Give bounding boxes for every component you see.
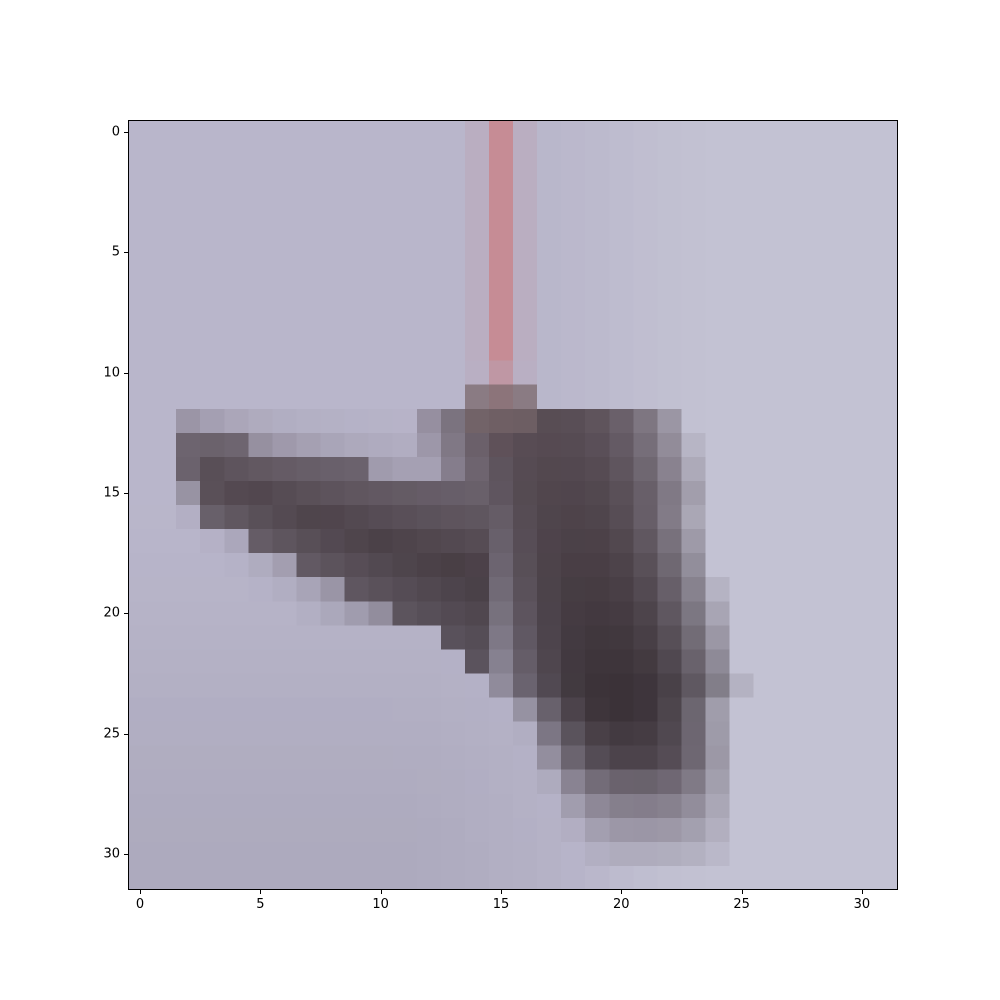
- y-tick-mark: [124, 853, 128, 855]
- x-tick-label: 10: [372, 897, 389, 912]
- y-tick-mark: [124, 372, 128, 374]
- y-tick-mark: [124, 252, 128, 254]
- x-tick-label: 0: [135, 897, 145, 912]
- x-tick-label: 30: [853, 897, 871, 912]
- y-tick-label: 25: [103, 726, 120, 742]
- y-tick-label: 20: [103, 605, 120, 621]
- y-tick-mark: [124, 733, 128, 735]
- x-tick-mark: [260, 890, 262, 894]
- x-tick-mark: [380, 890, 382, 894]
- x-tick-label: 20: [613, 897, 630, 912]
- x-tick-mark: [140, 890, 142, 894]
- x-tick-label: 25: [733, 897, 750, 912]
- x-tick-mark: [500, 890, 502, 894]
- x-tick-label: 5: [256, 897, 265, 912]
- y-tick-label: 30: [103, 846, 120, 862]
- image-plot: [128, 120, 898, 890]
- x-tick-mark: [621, 890, 623, 894]
- y-tick-label: 5: [111, 244, 120, 260]
- y-tick-mark: [124, 492, 128, 494]
- y-tick-label: 10: [103, 365, 120, 381]
- x-tick-mark: [861, 890, 863, 894]
- y-tick-label: 0: [111, 124, 120, 140]
- y-tick-mark: [124, 613, 128, 615]
- x-tick-label: 15: [492, 897, 510, 912]
- y-tick-label: 15: [103, 485, 120, 501]
- y-tick-mark: [124, 132, 128, 134]
- x-tick-mark: [741, 890, 743, 894]
